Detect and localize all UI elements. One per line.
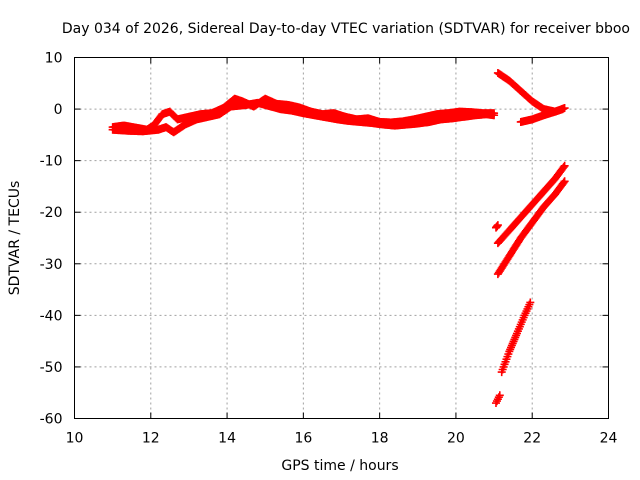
y-axis-label: SDTVAR / TECUs bbox=[7, 181, 23, 296]
data-point bbox=[493, 395, 502, 404]
tick-labels: 10 12 14 16 18 20 22 24 -60 -50 -40 -30 -20 -10 0 10 bbox=[40, 51, 618, 447]
x-axis-label: GPS time / hours bbox=[281, 458, 398, 474]
y-tick-label: -30 bbox=[40, 257, 63, 273]
plot-frame bbox=[74, 57, 609, 419]
y-tick-label: 0 bbox=[54, 102, 63, 118]
data-point bbox=[560, 177, 569, 186]
x-tick-label: 20 bbox=[447, 431, 465, 447]
data-series bbox=[497, 298, 535, 377]
data-series bbox=[491, 221, 502, 232]
data-point bbox=[559, 178, 568, 187]
data-point bbox=[495, 391, 504, 400]
data-series bbox=[493, 161, 569, 248]
data-point bbox=[490, 111, 499, 120]
x-tick-label: 18 bbox=[371, 431, 389, 447]
x-tick-label: 12 bbox=[142, 431, 160, 447]
x-tick-label: 24 bbox=[600, 431, 618, 447]
x-tick-label: 10 bbox=[66, 431, 84, 447]
data-series bbox=[493, 177, 569, 279]
data-point bbox=[493, 221, 502, 230]
y-tick-label: -60 bbox=[40, 412, 63, 428]
data-point bbox=[560, 161, 569, 170]
data-series bbox=[516, 104, 569, 126]
data-marks bbox=[108, 68, 569, 408]
y-tick-label: -40 bbox=[40, 308, 63, 324]
data-series bbox=[491, 391, 504, 408]
data-series bbox=[493, 68, 567, 116]
y-tick-label: 10 bbox=[45, 51, 63, 67]
data-point bbox=[526, 298, 535, 307]
x-tick-label: 22 bbox=[523, 431, 541, 447]
data-series bbox=[108, 98, 499, 137]
data-point bbox=[560, 104, 569, 113]
y-tick-label: -50 bbox=[40, 360, 63, 376]
chart-title: Day 034 of 2026, Sidereal Day-to-day VTE… bbox=[62, 21, 630, 37]
data-point bbox=[559, 163, 568, 172]
x-tick-label: 16 bbox=[294, 431, 312, 447]
y-tick-label: -10 bbox=[40, 154, 63, 170]
y-tick-label: -20 bbox=[40, 205, 63, 221]
x-tick-label: 14 bbox=[218, 431, 236, 447]
